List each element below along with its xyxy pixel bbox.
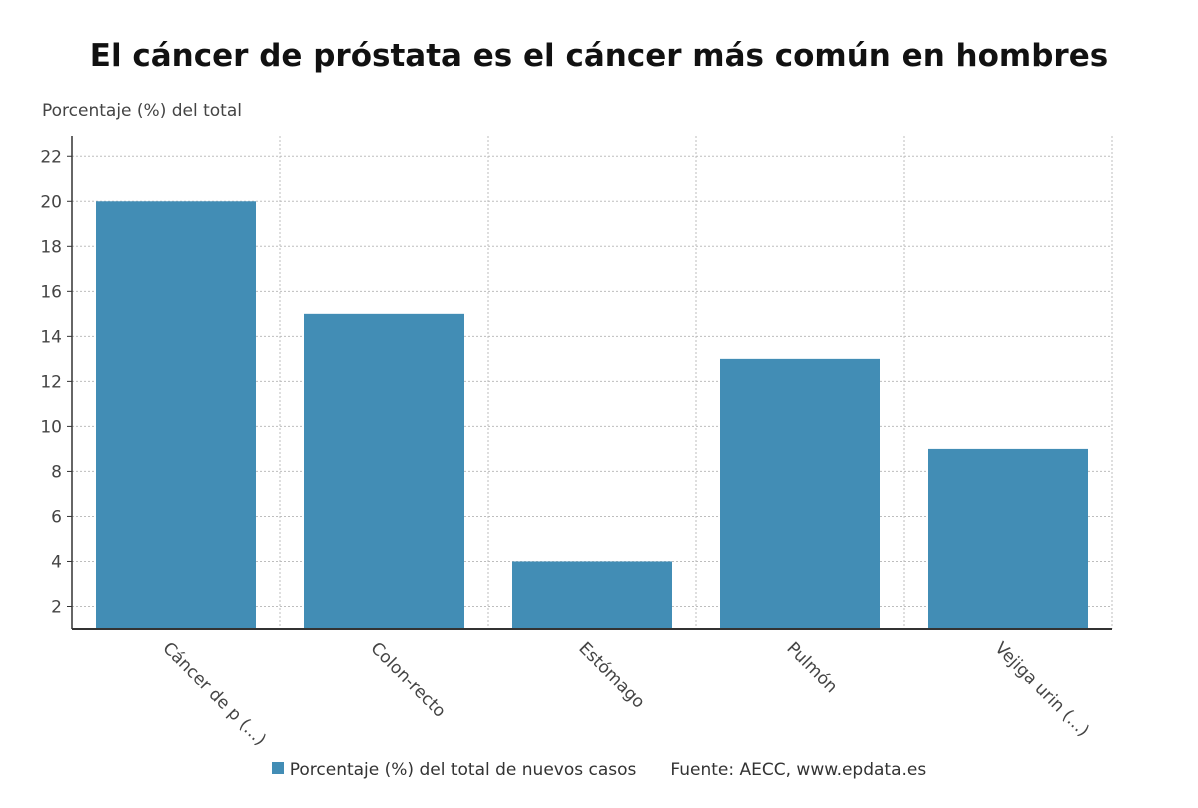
legend-label: Porcentaje (%) del total de nuevos casos <box>289 760 637 780</box>
y-tick-label: 6 <box>51 507 62 527</box>
y-tick-label: 22 <box>40 147 62 167</box>
legend: Porcentaje (%) del total de nuevos casos… <box>0 760 1198 780</box>
bar <box>928 448 1088 629</box>
x-tick-label: Cáncer de p (...) <box>158 638 269 749</box>
y-tick-label: 18 <box>40 237 62 257</box>
x-tick-label: Colon-recto <box>366 638 449 721</box>
y-tick-label: 12 <box>40 372 62 392</box>
source-label: Fuente: AECC, www.epdata.es <box>670 760 927 780</box>
y-tick-label: 4 <box>51 552 62 572</box>
y-tick-label: 14 <box>40 327 62 347</box>
y-tick-label: 20 <box>40 192 62 212</box>
y-tick-label: 10 <box>40 417 62 437</box>
y-tick-label: 16 <box>40 282 62 302</box>
y-axis-label: Porcentaje (%) del total <box>42 101 242 121</box>
chart-title: El cáncer de próstata es el cáncer más c… <box>89 38 1109 74</box>
bar <box>96 201 256 629</box>
x-tick-label: Pulmón <box>782 638 841 697</box>
y-tick-label: 2 <box>51 597 62 617</box>
bar <box>304 313 464 629</box>
y-tick-label: 8 <box>51 462 62 482</box>
bar <box>720 358 880 629</box>
legend-swatch <box>271 762 284 774</box>
x-tick-label: Estómago <box>574 638 648 712</box>
x-tick-label: Vejiga urin (...) <box>990 638 1093 741</box>
bar <box>512 561 672 629</box>
